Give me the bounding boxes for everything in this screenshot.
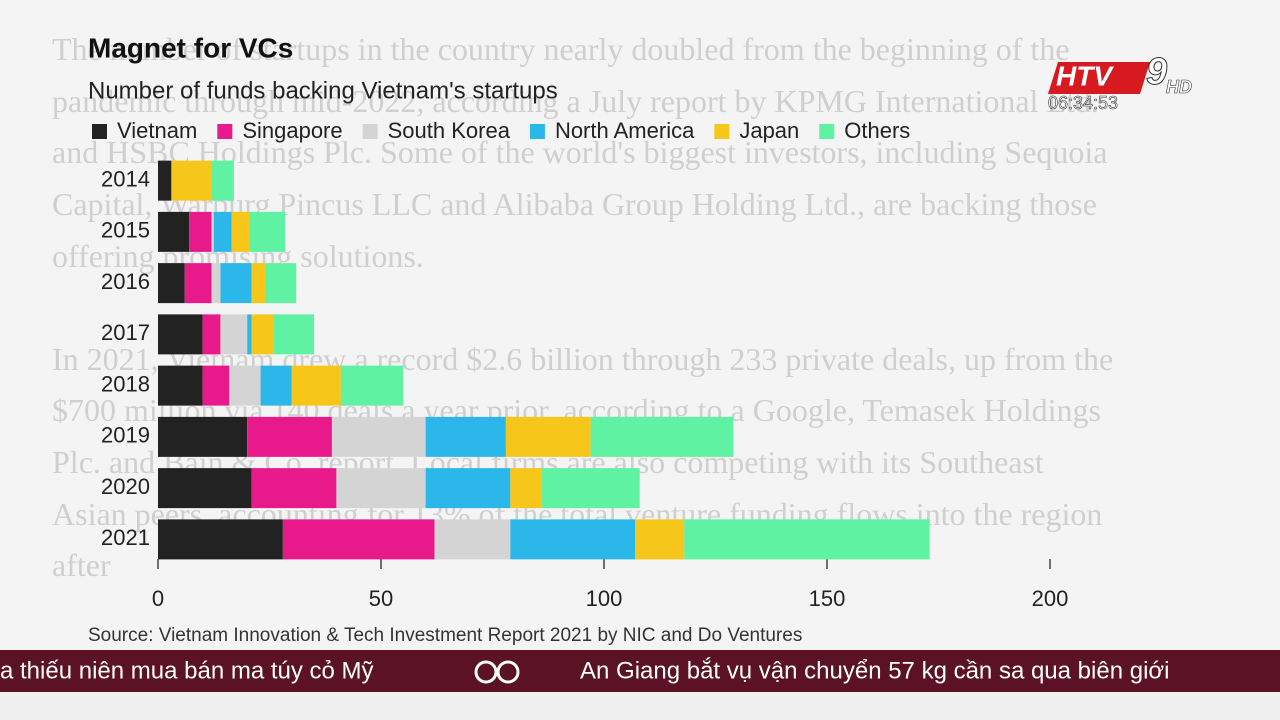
bar-segment (265, 263, 297, 304)
logo-number: 9 (1146, 51, 1167, 93)
source-note: Source: Vietnam Innovation & Tech Invest… (88, 625, 802, 646)
bar-segment (247, 314, 252, 355)
legend-label: Vietnam (117, 118, 197, 143)
bar-segment (158, 519, 283, 560)
clock: 06:34:53 (1048, 93, 1118, 113)
y-tick-label: 2020 (101, 474, 150, 499)
x-tick-label: 150 (809, 586, 846, 611)
bar-segment (505, 416, 591, 457)
legend-label: Others (844, 118, 910, 143)
x-tick-label: 100 (586, 586, 623, 611)
bar-segment (231, 211, 250, 252)
legend-swatch (714, 124, 730, 139)
ticker-item: a thiếu niên mua bán ma túy cỏ Mỹ (0, 657, 374, 684)
legend-swatch (362, 124, 378, 139)
bar-segment (282, 519, 435, 560)
ticker-item: An Giang bắt vụ vận chuyển 57 kg cần sa … (580, 657, 1169, 684)
bar-segment (220, 314, 248, 355)
bar-segment (251, 263, 266, 304)
bar-segment (510, 468, 542, 509)
bar-segment (202, 365, 230, 406)
legend-swatch (819, 124, 835, 139)
chart-subtitle: Number of funds backing Vietnam's startu… (88, 77, 558, 104)
bar-segment (635, 519, 685, 560)
ticker-bar (0, 650, 1280, 692)
bar-segment (541, 468, 640, 509)
x-tick-label: 200 (1032, 586, 1069, 611)
y-tick-label: 2019 (101, 423, 150, 448)
bar-segment (425, 416, 506, 457)
ticker-base (0, 692, 1280, 720)
bar-segment (247, 416, 332, 457)
y-tick-label: 2017 (101, 320, 150, 345)
ticker-logo (474, 660, 520, 684)
y-tick-label: 2016 (101, 269, 150, 294)
bar-segment (434, 519, 511, 560)
bar-segment (213, 211, 232, 252)
bar-segment (171, 160, 212, 201)
bar-segment (158, 263, 185, 304)
channel-logo: HTV 9 HD (1048, 51, 1192, 97)
bar-segment (590, 416, 734, 457)
bar-segment (158, 416, 248, 457)
legend-label: Singapore (242, 118, 342, 143)
bar-segment (211, 263, 221, 304)
bar-segment (425, 468, 511, 509)
x-tick-label: 0 (152, 586, 164, 611)
legend-label: South Korea (388, 118, 511, 143)
bar-segment (220, 263, 252, 304)
legend-label: Japan (739, 118, 799, 143)
bar-segment (340, 365, 404, 406)
bar-segment (211, 160, 234, 201)
bar-segment (249, 211, 286, 252)
bar-segment (158, 160, 172, 201)
logo-text: HTV (1056, 60, 1114, 91)
bar-segment (189, 211, 212, 252)
bar-segment (273, 314, 315, 355)
bar-segment (229, 365, 261, 406)
bar-segment (158, 314, 203, 355)
bar-segment (184, 263, 212, 304)
bar-segment (336, 468, 426, 509)
x-tick-label: 50 (369, 586, 393, 611)
y-tick-label: 2021 (101, 525, 150, 550)
bar-segment (158, 468, 252, 509)
bar-segment (251, 314, 274, 355)
chart-title: Magnet for VCs (88, 32, 293, 63)
legend-label: North America (555, 118, 695, 143)
legend-swatch (92, 124, 107, 139)
y-tick-label: 2014 (101, 166, 150, 191)
bar-segment (251, 468, 337, 509)
legend-swatch (217, 124, 233, 139)
bar-segment (331, 416, 426, 457)
bar-segment (158, 211, 190, 252)
y-tick-label: 2015 (101, 218, 150, 243)
logo-hd: HD (1166, 77, 1192, 97)
y-tick-label: 2018 (101, 371, 150, 396)
bar-segment (510, 519, 636, 560)
bar-segment (202, 314, 221, 355)
bar-segment (211, 211, 214, 252)
bar-segment (158, 365, 203, 406)
bar-segment (260, 365, 292, 406)
bar-segment (291, 365, 341, 406)
legend-swatch (529, 124, 545, 139)
bar-segment (684, 519, 930, 560)
